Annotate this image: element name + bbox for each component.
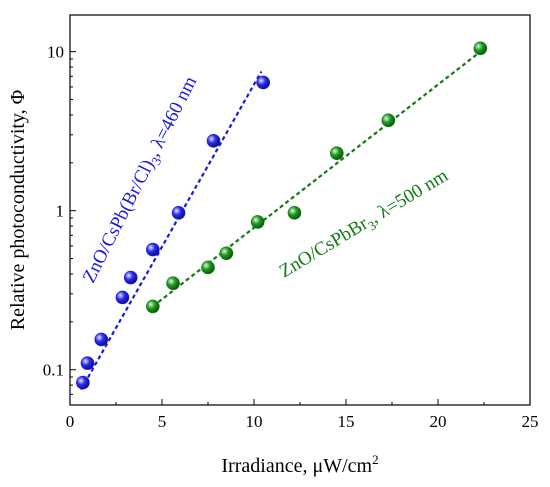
point-series-1-7 (381, 113, 396, 128)
x-tick-label-20: 20 (430, 412, 447, 431)
point-series-0-4 (123, 270, 138, 285)
point-series-1-5 (287, 205, 302, 220)
x-tick-label-5: 5 (158, 412, 167, 431)
point-series-0-8 (256, 75, 271, 90)
series-label-green-main: ZnO/CsPbBr (276, 213, 372, 282)
data-points (76, 41, 488, 390)
x-tick-label-15: 15 (338, 412, 355, 431)
point-series-1-1 (166, 276, 180, 290)
x-axis-title: Irradiance, μW/cm2 (221, 452, 378, 477)
point-series-0-0 (76, 375, 90, 390)
x-axis-title-main: Irradiance, μW/cm (221, 455, 372, 477)
x-axis-title-sup: 2 (372, 452, 379, 467)
x-tick-label-10: 10 (246, 412, 263, 431)
y-axis-title: Relative photoconductivity, Φ (7, 89, 29, 330)
point-series-1-6 (329, 146, 344, 160)
y-tick-label-1: 1 (56, 202, 65, 221)
point-series-1-0 (146, 299, 160, 314)
point-series-1-4 (250, 215, 265, 229)
fit-lines (80, 49, 483, 391)
point-series-0-6 (171, 205, 186, 220)
point-series-1-3 (219, 246, 234, 261)
fit-line-series-0 (80, 70, 263, 391)
axis-ticks: 0 5 10 15 20 25 0.1 1 10 (43, 43, 539, 431)
point-series-0-2 (94, 332, 109, 347)
y-tick-label-0.1: 0.1 (43, 361, 64, 380)
point-series-0-3 (115, 290, 130, 305)
point-series-1-8 (473, 41, 488, 56)
x-tick-label-0: 0 (66, 412, 75, 431)
series-label-green: ZnO/CsPbBr3, λ=500 nm (276, 165, 454, 285)
point-series-0-7 (206, 134, 221, 148)
y-tick-label-10: 10 (47, 43, 64, 62)
point-series-0-1 (80, 356, 95, 370)
series-label-blue-rest: , λ=460 nm (143, 73, 201, 160)
series-label-blue: ZnO/CsPb(Br/Cl)3, λ=460 nm (79, 73, 204, 288)
x-tick-label-25: 25 (522, 412, 539, 431)
point-series-1-2 (201, 260, 215, 275)
series-label-blue-main: ZnO/CsPb(Br/Cl) (79, 156, 159, 286)
series-label-green-rest: , λ=500 nm (366, 165, 452, 228)
point-series-0-5 (146, 242, 160, 257)
